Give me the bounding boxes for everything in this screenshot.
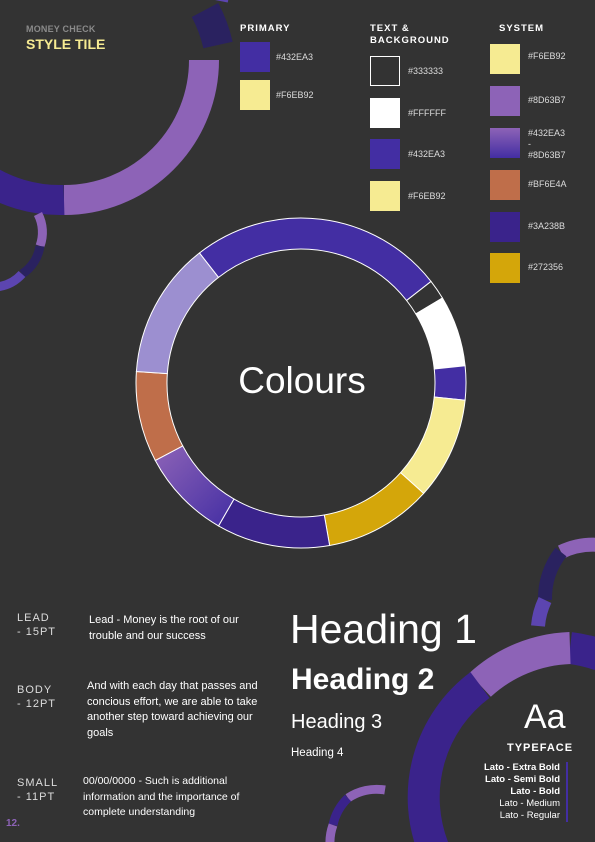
typeface-weight-item: Lato - Semi Bold	[485, 774, 560, 785]
typeface-sample-aa: Aa	[524, 698, 566, 736]
typeface-weight-item: Lato - Bold	[510, 786, 560, 797]
system-hex-gold: #272356	[528, 262, 564, 272]
system-hex-gradient-line1: #432EA3	[528, 128, 566, 138]
ring-segment-yellow	[399, 396, 466, 495]
small-label-name: SMALL	[17, 777, 59, 789]
system-hex-deep-purple: #3A238B	[528, 221, 566, 231]
heading-4-sample: Heading 4	[291, 747, 344, 759]
body-sample-text: And with each day that passes and concio…	[87, 680, 258, 739]
lead-label-name: LEAD	[17, 612, 50, 624]
heading-1-sample: Heading 1	[290, 606, 477, 652]
ring-segment-gradient	[154, 445, 235, 527]
text-bg-swatch-white	[370, 98, 400, 128]
system-swatch-deep-purple	[490, 212, 520, 242]
system-swatch-gradient	[490, 128, 520, 158]
ring-segment-purple	[198, 217, 432, 302]
text-bg-hex-white: #FFFFFF	[408, 108, 446, 118]
system-hex-lavender: #8D63B7	[528, 95, 566, 105]
primary-hex-purple: #432EA3	[276, 52, 314, 62]
page-number: 12.	[6, 818, 20, 829]
system-swatch-lavender	[490, 86, 520, 116]
primary-title: PRIMARY	[240, 23, 291, 34]
heading-2-sample: Heading 2	[291, 663, 435, 696]
typeface-weight-item: Lato - Regular	[499, 810, 560, 821]
system-hex-copper: #BF6E4A	[528, 179, 567, 189]
small-label-size: - 11PT	[17, 791, 56, 803]
brand-block: MONEY CHECK STYLE TILE	[26, 24, 105, 52]
text-background-title-line2: BACKGROUND	[370, 35, 450, 46]
text-bg-swatch-yellow	[370, 181, 400, 211]
system-hex-yellow: #F6EB92	[528, 51, 566, 61]
system-swatch-gold	[490, 253, 520, 283]
primary-swatch-purple	[240, 42, 270, 72]
body-label: BODY - 12PT	[17, 683, 56, 711]
text-bg-hex-yellow: #F6EB92	[408, 191, 446, 201]
ring-segment-lavender	[135, 252, 220, 375]
typeface-title: TYPEFACE	[507, 742, 574, 754]
colour-ring-segments	[135, 217, 467, 549]
ring-segment-gold	[323, 471, 425, 547]
text-background-title: TEXT & BACKGROUND	[370, 23, 450, 47]
primary-hex-yellow: #F6EB92	[276, 90, 314, 100]
text-bg-swatch-dark	[370, 56, 400, 86]
typeface-weights-list: Lato - Extra Bold Lato - Semi Bold Lato …	[484, 762, 568, 822]
text-bg-hex-dark: #333333	[408, 66, 444, 76]
body-label-name: BODY	[17, 684, 53, 696]
typeface-weight-item: Lato - Extra Bold	[483, 762, 560, 773]
system-hex-gradient-line2: -	[528, 139, 531, 149]
small-sample-text: 00/00/0000 - Such is additional informat…	[83, 775, 240, 818]
lead-sample-text: Lead - Money is the root of our trouble …	[89, 614, 239, 642]
lead-label-size: - 15PT	[17, 626, 57, 638]
system-hex-gradient-line3: #8D63B7	[528, 150, 566, 160]
text-background-title-line1: TEXT &	[370, 23, 410, 34]
system-hex-gradient: #432EA3 - #8D63B7	[528, 128, 566, 161]
text-bg-swatch-purple	[370, 139, 400, 169]
heading-3-sample: Heading 3	[291, 711, 383, 733]
small-label: SMALL - 11PT	[17, 776, 58, 804]
brand-title: STYLE TILE	[26, 36, 106, 52]
system-title: SYSTEM	[499, 23, 545, 34]
typeface-weight-item: Lato - Medium	[499, 798, 560, 809]
brand-subtitle: MONEY CHECK	[26, 24, 96, 34]
colours-heading: Colours	[238, 360, 366, 401]
system-swatch-copper	[490, 170, 520, 200]
primary-swatch-yellow	[240, 80, 270, 110]
body-label-size: - 12PT	[17, 698, 57, 710]
lead-label: LEAD - 15PT	[17, 611, 56, 639]
system-swatch-yellow	[490, 44, 520, 74]
ring-segment-deep-purple	[217, 498, 331, 549]
text-bg-hex-purple: #432EA3	[408, 149, 446, 159]
